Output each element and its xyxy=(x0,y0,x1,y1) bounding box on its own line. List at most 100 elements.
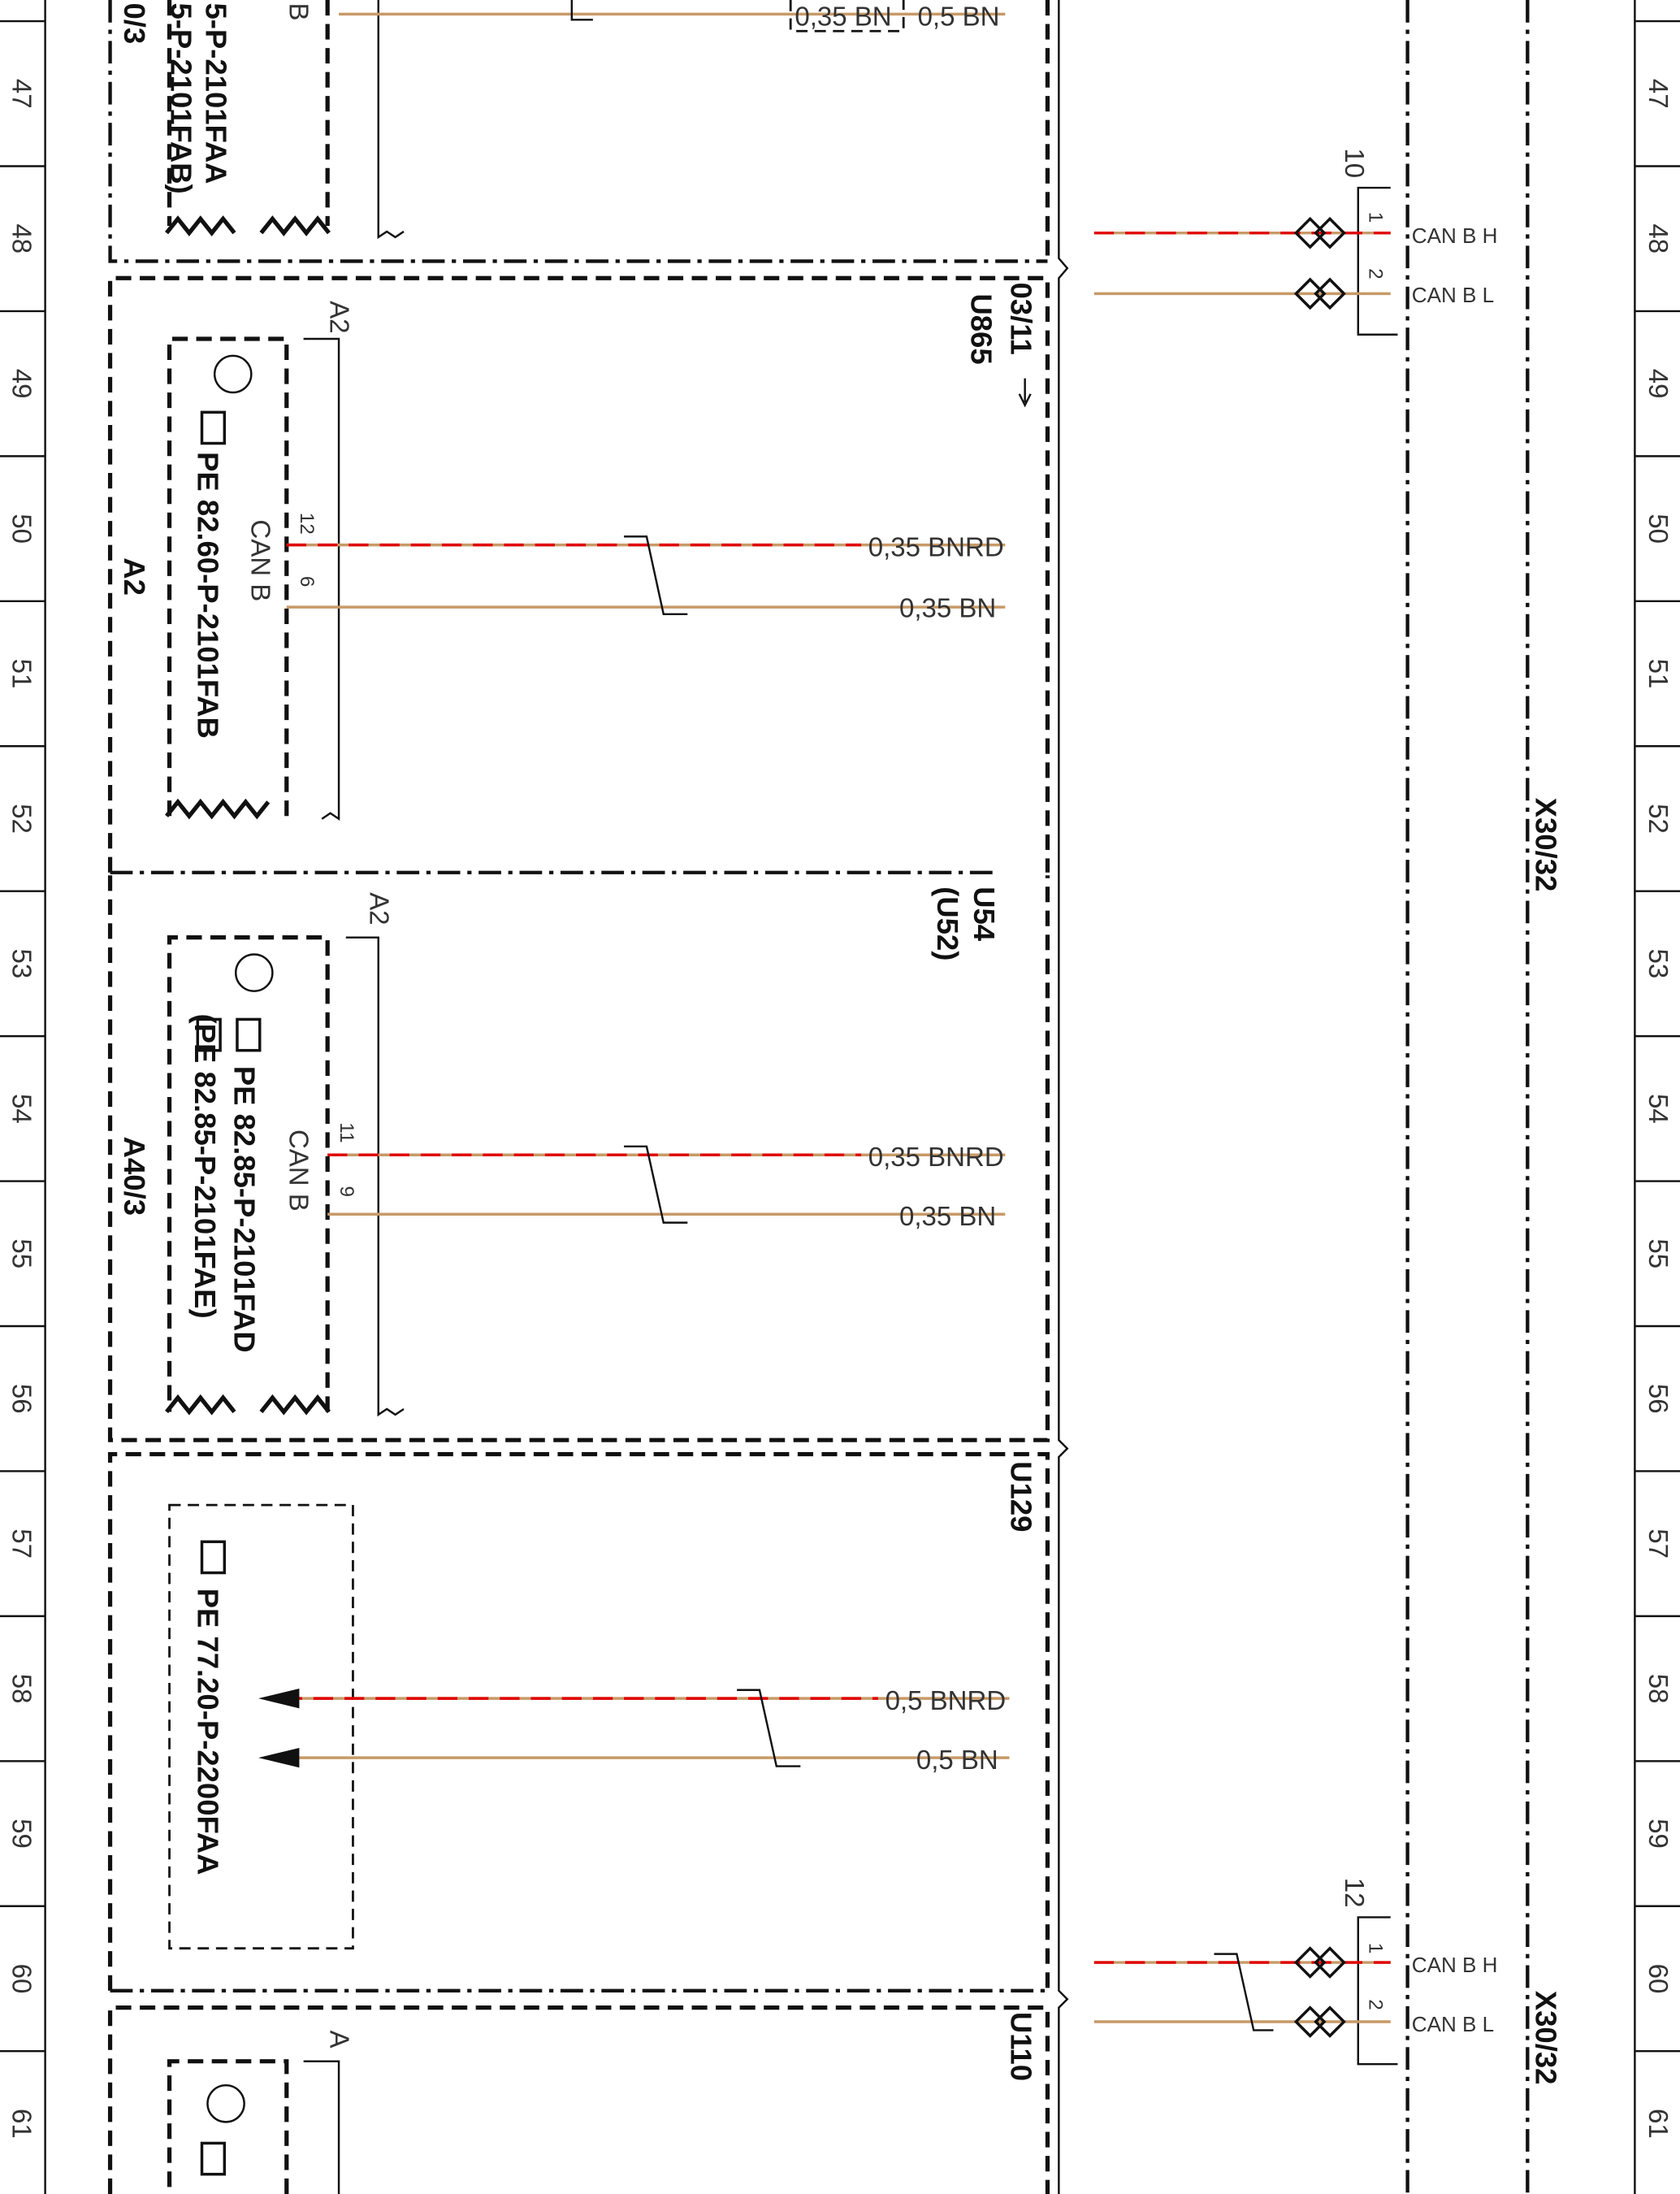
pin-number: 11 xyxy=(336,1122,357,1143)
code: U129 xyxy=(1004,1461,1037,1532)
component-label: 0/3 xyxy=(118,2,151,44)
wire-label: 0,35 BNRD xyxy=(868,1142,1004,1172)
plug-symbol xyxy=(1293,1946,1346,2038)
row-number: 59 xyxy=(1643,1819,1674,1849)
wire-label: 0,5 BN xyxy=(916,1745,998,1775)
hand-icon xyxy=(236,1017,262,1052)
reference: PE 82.60-P-2101FAB xyxy=(191,452,224,739)
row-number: 58 xyxy=(7,1674,37,1704)
pin-number: 2 xyxy=(1365,1999,1387,2010)
row-number: 56 xyxy=(1643,1384,1674,1414)
signal-label: CAN B H xyxy=(1412,1953,1498,1977)
wire-label: 0,35 BN xyxy=(795,1,891,31)
connector-number: 12 xyxy=(1340,1878,1370,1908)
component-label: A2 xyxy=(118,557,151,596)
pins-label: CAN B xyxy=(245,519,275,601)
code: U865 xyxy=(965,293,998,364)
reference: PE 82.85-P-2101FAD xyxy=(227,1066,261,1353)
page-reference: 03/11 xyxy=(1004,282,1037,354)
bracket xyxy=(303,2060,340,2194)
row-number: 58 xyxy=(1643,1674,1674,1704)
reference: 5-P-2101FAA xyxy=(200,2,233,184)
pin-group: A2 xyxy=(325,301,355,333)
arrow xyxy=(1018,378,1032,408)
wire-label: 0,35 BN xyxy=(899,592,996,622)
hand-icon xyxy=(200,410,227,445)
reference: PE 77.20-P-2200FAA xyxy=(191,1589,224,1875)
bracket xyxy=(303,337,340,821)
wire-label: 0,35 BN xyxy=(899,1201,996,1231)
code: U110 xyxy=(1004,2012,1037,2081)
signal-label: CAN B L xyxy=(1412,2012,1494,2036)
pin-number: 1 xyxy=(1365,212,1387,223)
block-border xyxy=(107,275,1050,873)
transistor-icon xyxy=(206,2084,245,2123)
row-number: 53 xyxy=(1643,949,1674,979)
pin-number: 1 xyxy=(1365,1943,1387,1954)
bus-label: X30/32 xyxy=(1530,798,1563,892)
transistor-icon xyxy=(213,354,253,394)
break-mark xyxy=(165,798,271,820)
code: U54 xyxy=(968,887,1001,942)
hand-icon xyxy=(200,2141,227,2176)
row-number: 51 xyxy=(7,659,37,689)
wire-label: 0,5 BNRD xyxy=(885,1685,1007,1715)
signal-label: CAN B H xyxy=(1412,223,1498,248)
block-border xyxy=(107,1451,1050,1991)
wire-label: 0,5 BN xyxy=(918,1,1000,31)
component-box xyxy=(167,336,289,817)
row-number: 55 xyxy=(1643,1238,1674,1268)
row-number: 49 xyxy=(7,369,37,399)
row-number: 60 xyxy=(1643,1964,1674,1994)
component-box xyxy=(168,1503,354,1950)
row-number: 49 xyxy=(1643,369,1674,399)
component-label: A40/3 xyxy=(118,1137,151,1216)
row-number: 52 xyxy=(1643,804,1674,834)
row-number: 55 xyxy=(7,1238,37,1268)
row-number: 47 xyxy=(7,79,37,109)
component-box xyxy=(167,935,330,1412)
wire-label: 0,35 BNRD xyxy=(868,532,1004,562)
connector: 12 1 2 CAN B H CAN B L xyxy=(1093,1878,1498,2066)
reference: (PE 82.85-P-2101FAE) xyxy=(188,1013,222,1318)
bracket xyxy=(345,936,405,1417)
transistor-icon xyxy=(234,953,274,992)
break-mark xyxy=(165,1394,331,1416)
pin-number: 12 xyxy=(296,513,318,535)
row-number: 61 xyxy=(7,2109,37,2139)
row-number: 51 xyxy=(1643,659,1674,689)
pin-number: 9 xyxy=(336,1186,357,1197)
pins-label: CAN B xyxy=(284,1130,314,1212)
row-number: 47 xyxy=(1643,79,1674,109)
pin-group: A xyxy=(325,2030,355,2048)
twist-mark xyxy=(624,1145,688,1224)
row-number: 57 xyxy=(7,1528,37,1559)
twist-mark xyxy=(624,535,688,616)
signal-label: CAN B L xyxy=(1412,283,1494,307)
twist-mark xyxy=(1214,1953,1274,2031)
block-border xyxy=(107,875,1050,1442)
separator xyxy=(1058,0,1069,2194)
plug-symbol xyxy=(1293,216,1346,310)
row-number: 50 xyxy=(7,514,37,544)
twist-mark xyxy=(570,0,593,21)
pin-number: 6 xyxy=(296,576,318,588)
row-number: 54 xyxy=(7,1094,37,1124)
row-number: 59 xyxy=(7,1819,37,1849)
reference: 5-P-2101FAB) xyxy=(164,2,197,193)
block-border xyxy=(108,0,1048,263)
arrow xyxy=(258,1688,300,1768)
connector-number: 10 xyxy=(1340,148,1370,178)
row-number: 52 xyxy=(7,804,37,834)
row-number: 48 xyxy=(1643,223,1674,254)
break-mark xyxy=(165,215,331,236)
component-box xyxy=(167,2059,289,2194)
row-number: 60 xyxy=(7,1964,37,1994)
pin-group: A2 xyxy=(364,892,394,925)
row-number: 56 xyxy=(7,1384,37,1414)
pin-number: 2 xyxy=(1365,268,1387,280)
twist-mark xyxy=(737,1689,801,1767)
